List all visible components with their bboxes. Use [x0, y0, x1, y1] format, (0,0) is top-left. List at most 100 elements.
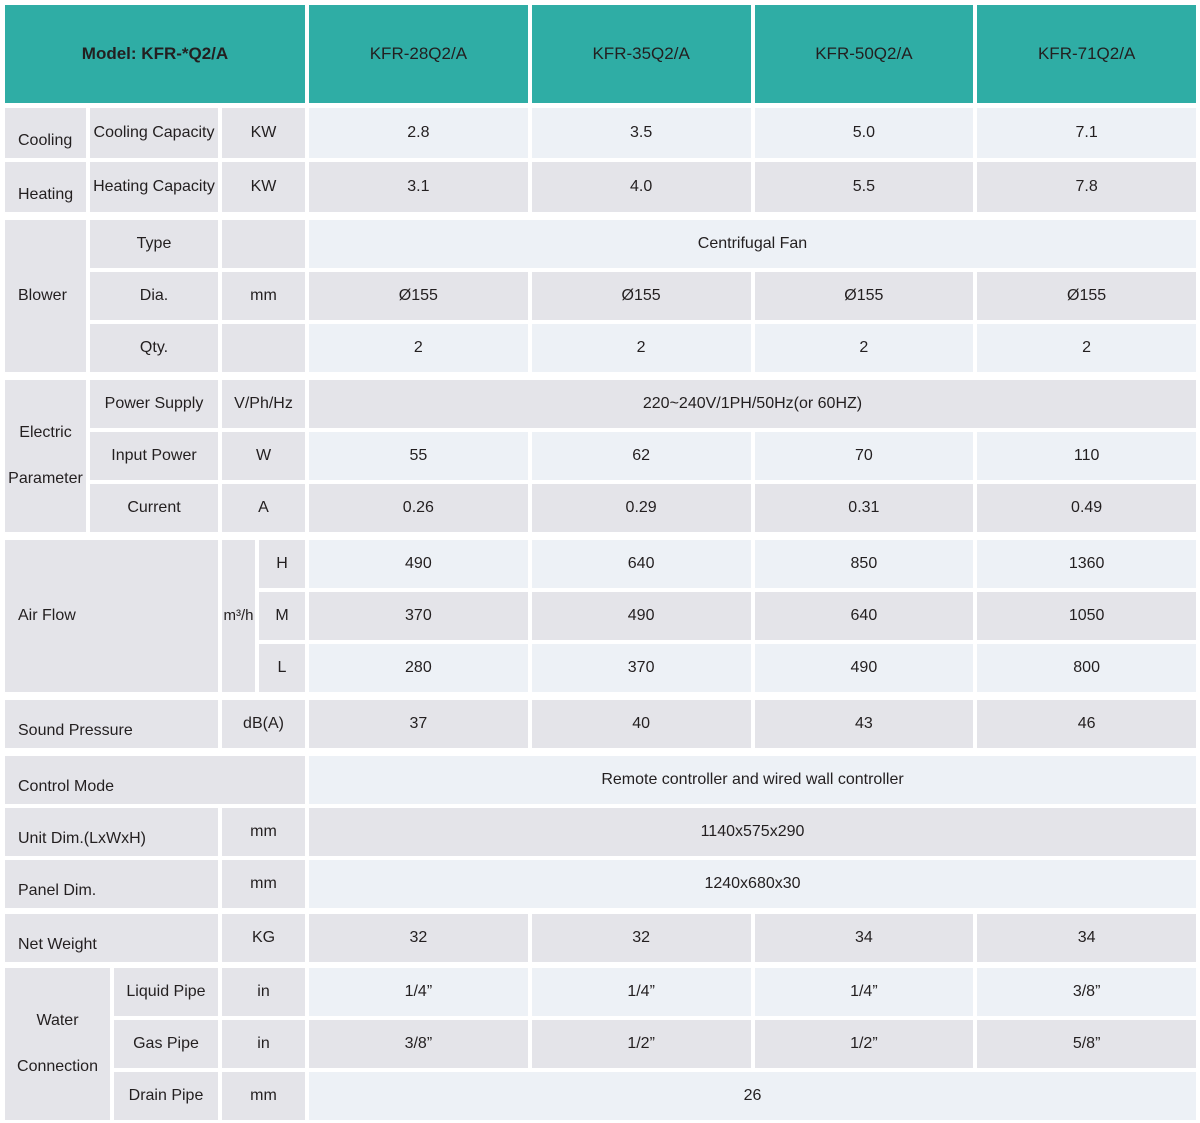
drain-pipe-label: Drain Pipe	[114, 1072, 218, 1120]
liquid-pipe-unit: in	[222, 968, 305, 1016]
air-flow-mid-label: M	[259, 592, 305, 640]
current-value: 0.26	[309, 484, 528, 532]
air-flow-mid-value: 490	[531, 592, 751, 640]
blower-group-label: Blower	[5, 220, 86, 372]
cooling-capacity-unit: KW	[222, 108, 305, 158]
air-flow-high-value: 490	[309, 540, 528, 588]
blower-section: Blower Type Centrifugal Fan Dia. mm Ø155…	[5, 220, 1196, 372]
electric-label-line2: Parameter	[8, 470, 83, 487]
unit-dim-label: Unit Dim.(LxWxH)	[5, 808, 218, 856]
air-flow-low-value: 490	[754, 644, 974, 692]
input-power-value: 110	[977, 432, 1196, 480]
heating-capacity-value: 4.0	[531, 162, 751, 212]
air-flow-unit: m³/h	[222, 540, 255, 692]
capacity-section: Cooling Cooling Capacity KW 2.8 3.5 5.0 …	[5, 108, 1196, 212]
liquid-pipe-value: 1/4”	[309, 968, 528, 1016]
liquid-pipe-value: 1/4”	[531, 968, 751, 1016]
blower-qty-value: 2	[309, 324, 528, 372]
gas-pipe-unit: in	[222, 1020, 305, 1068]
current-value: 0.49	[977, 484, 1196, 532]
input-power-unit: W	[222, 432, 305, 480]
heating-capacity-unit: KW	[222, 162, 305, 212]
air-flow-low-value: 370	[531, 644, 751, 692]
water-connection-group-label: Water Connection	[5, 968, 110, 1120]
heating-row-label: Heating	[5, 162, 86, 212]
net-weight-row: Net Weight KG 32 32 34 34	[5, 914, 1196, 962]
sound-pressure-value: 40	[531, 700, 751, 748]
sound-pressure-value: 37	[309, 700, 528, 748]
blower-qty-value: 2	[531, 324, 751, 372]
panel-dim-value: 1240x680x30	[309, 860, 1196, 908]
header-col-kfr-28: KFR-28Q2/A	[309, 5, 528, 103]
header-model-cell: Model: KFR-*Q2/A	[5, 5, 305, 103]
air-flow-high-value: 850	[754, 540, 974, 588]
liquid-pipe-label: Liquid Pipe	[114, 968, 218, 1016]
blower-dia-value: Ø155	[531, 272, 751, 320]
current-value: 0.29	[531, 484, 751, 532]
cooling-capacity-value: 5.0	[754, 108, 974, 158]
air-flow-section: Air Flow m³/h H 490 640 850 1360 M 370 4…	[5, 540, 1196, 692]
blower-qty-value: 2	[977, 324, 1196, 372]
blower-qty-value: 2	[754, 324, 974, 372]
header-col-kfr-50: KFR-50Q2/A	[754, 5, 974, 103]
power-supply-label: Power Supply	[90, 380, 218, 428]
water-label-line1: Water	[36, 1012, 79, 1029]
net-weight-value: 32	[531, 914, 751, 962]
blower-dia-unit: mm	[222, 272, 305, 320]
air-flow-group-label: Air Flow	[5, 540, 218, 692]
air-flow-low-value: 800	[977, 644, 1196, 692]
air-flow-high-value: 1360	[977, 540, 1196, 588]
cooling-capacity-label: Cooling Capacity	[90, 108, 218, 158]
water-label-line2: Connection	[17, 1058, 98, 1075]
cooling-row-label: Cooling	[5, 108, 86, 158]
air-flow-low-value: 280	[309, 644, 528, 692]
gas-pipe-value: 1/2”	[754, 1020, 974, 1068]
power-supply-value: 220~240V/1PH/50Hz(or 60HZ)	[309, 380, 1196, 428]
blower-qty-label: Qty.	[90, 324, 218, 372]
air-flow-mid-value: 640	[754, 592, 974, 640]
current-unit: A	[222, 484, 305, 532]
unit-dim-unit: mm	[222, 808, 305, 856]
air-flow-mid-value: 1050	[977, 592, 1196, 640]
gas-pipe-label: Gas Pipe	[114, 1020, 218, 1068]
sound-pressure-value: 43	[754, 700, 974, 748]
blower-dia-label: Dia.	[90, 272, 218, 320]
heating-capacity-value: 7.8	[977, 162, 1196, 212]
air-flow-mid-value: 370	[309, 592, 528, 640]
liquid-pipe-value: 3/8”	[977, 968, 1196, 1016]
blower-dia-value: Ø155	[977, 272, 1196, 320]
gas-pipe-value: 5/8”	[977, 1020, 1196, 1068]
sound-pressure-unit: dB(A)	[222, 700, 305, 748]
cooling-capacity-value: 2.8	[309, 108, 528, 158]
net-weight-value: 34	[754, 914, 974, 962]
blower-type-value: Centrifugal Fan	[309, 220, 1196, 268]
control-mode-row: Control Mode Remote controller and wired…	[5, 756, 1196, 804]
panel-dim-label: Panel Dim.	[5, 860, 218, 908]
net-weight-label: Net Weight	[5, 914, 218, 962]
unit-dim-value: 1140x575x290	[309, 808, 1196, 856]
gas-pipe-value: 1/2”	[531, 1020, 751, 1068]
control-mode-value: Remote controller and wired wall control…	[309, 756, 1196, 804]
net-weight-value: 32	[309, 914, 528, 962]
air-flow-high-label: H	[259, 540, 305, 588]
air-flow-low-label: L	[259, 644, 305, 692]
electric-label-line1: Electric	[19, 424, 72, 441]
unit-dim-row: Unit Dim.(LxWxH) mm 1140x575x290	[5, 808, 1196, 856]
net-weight-unit: KG	[222, 914, 305, 962]
panel-dim-row: Panel Dim. mm 1240x680x30	[5, 860, 1196, 908]
cooling-capacity-value: 3.5	[531, 108, 751, 158]
sound-pressure-value: 46	[977, 700, 1196, 748]
panel-dim-unit: mm	[222, 860, 305, 908]
blower-qty-unit	[222, 324, 305, 372]
table-header-row: Model: KFR-*Q2/A KFR-28Q2/A KFR-35Q2/A K…	[5, 5, 1196, 103]
input-power-value: 70	[754, 432, 974, 480]
header-col-kfr-35: KFR-35Q2/A	[531, 5, 751, 103]
heating-capacity-value: 3.1	[309, 162, 528, 212]
input-power-label: Input Power	[90, 432, 218, 480]
sound-pressure-label: Sound Pressure	[5, 700, 218, 748]
heating-capacity-label: Heating Capacity	[90, 162, 218, 212]
blower-dia-value: Ø155	[309, 272, 528, 320]
power-supply-unit: V/Ph/Hz	[222, 380, 305, 428]
blower-dia-value: Ø155	[754, 272, 974, 320]
